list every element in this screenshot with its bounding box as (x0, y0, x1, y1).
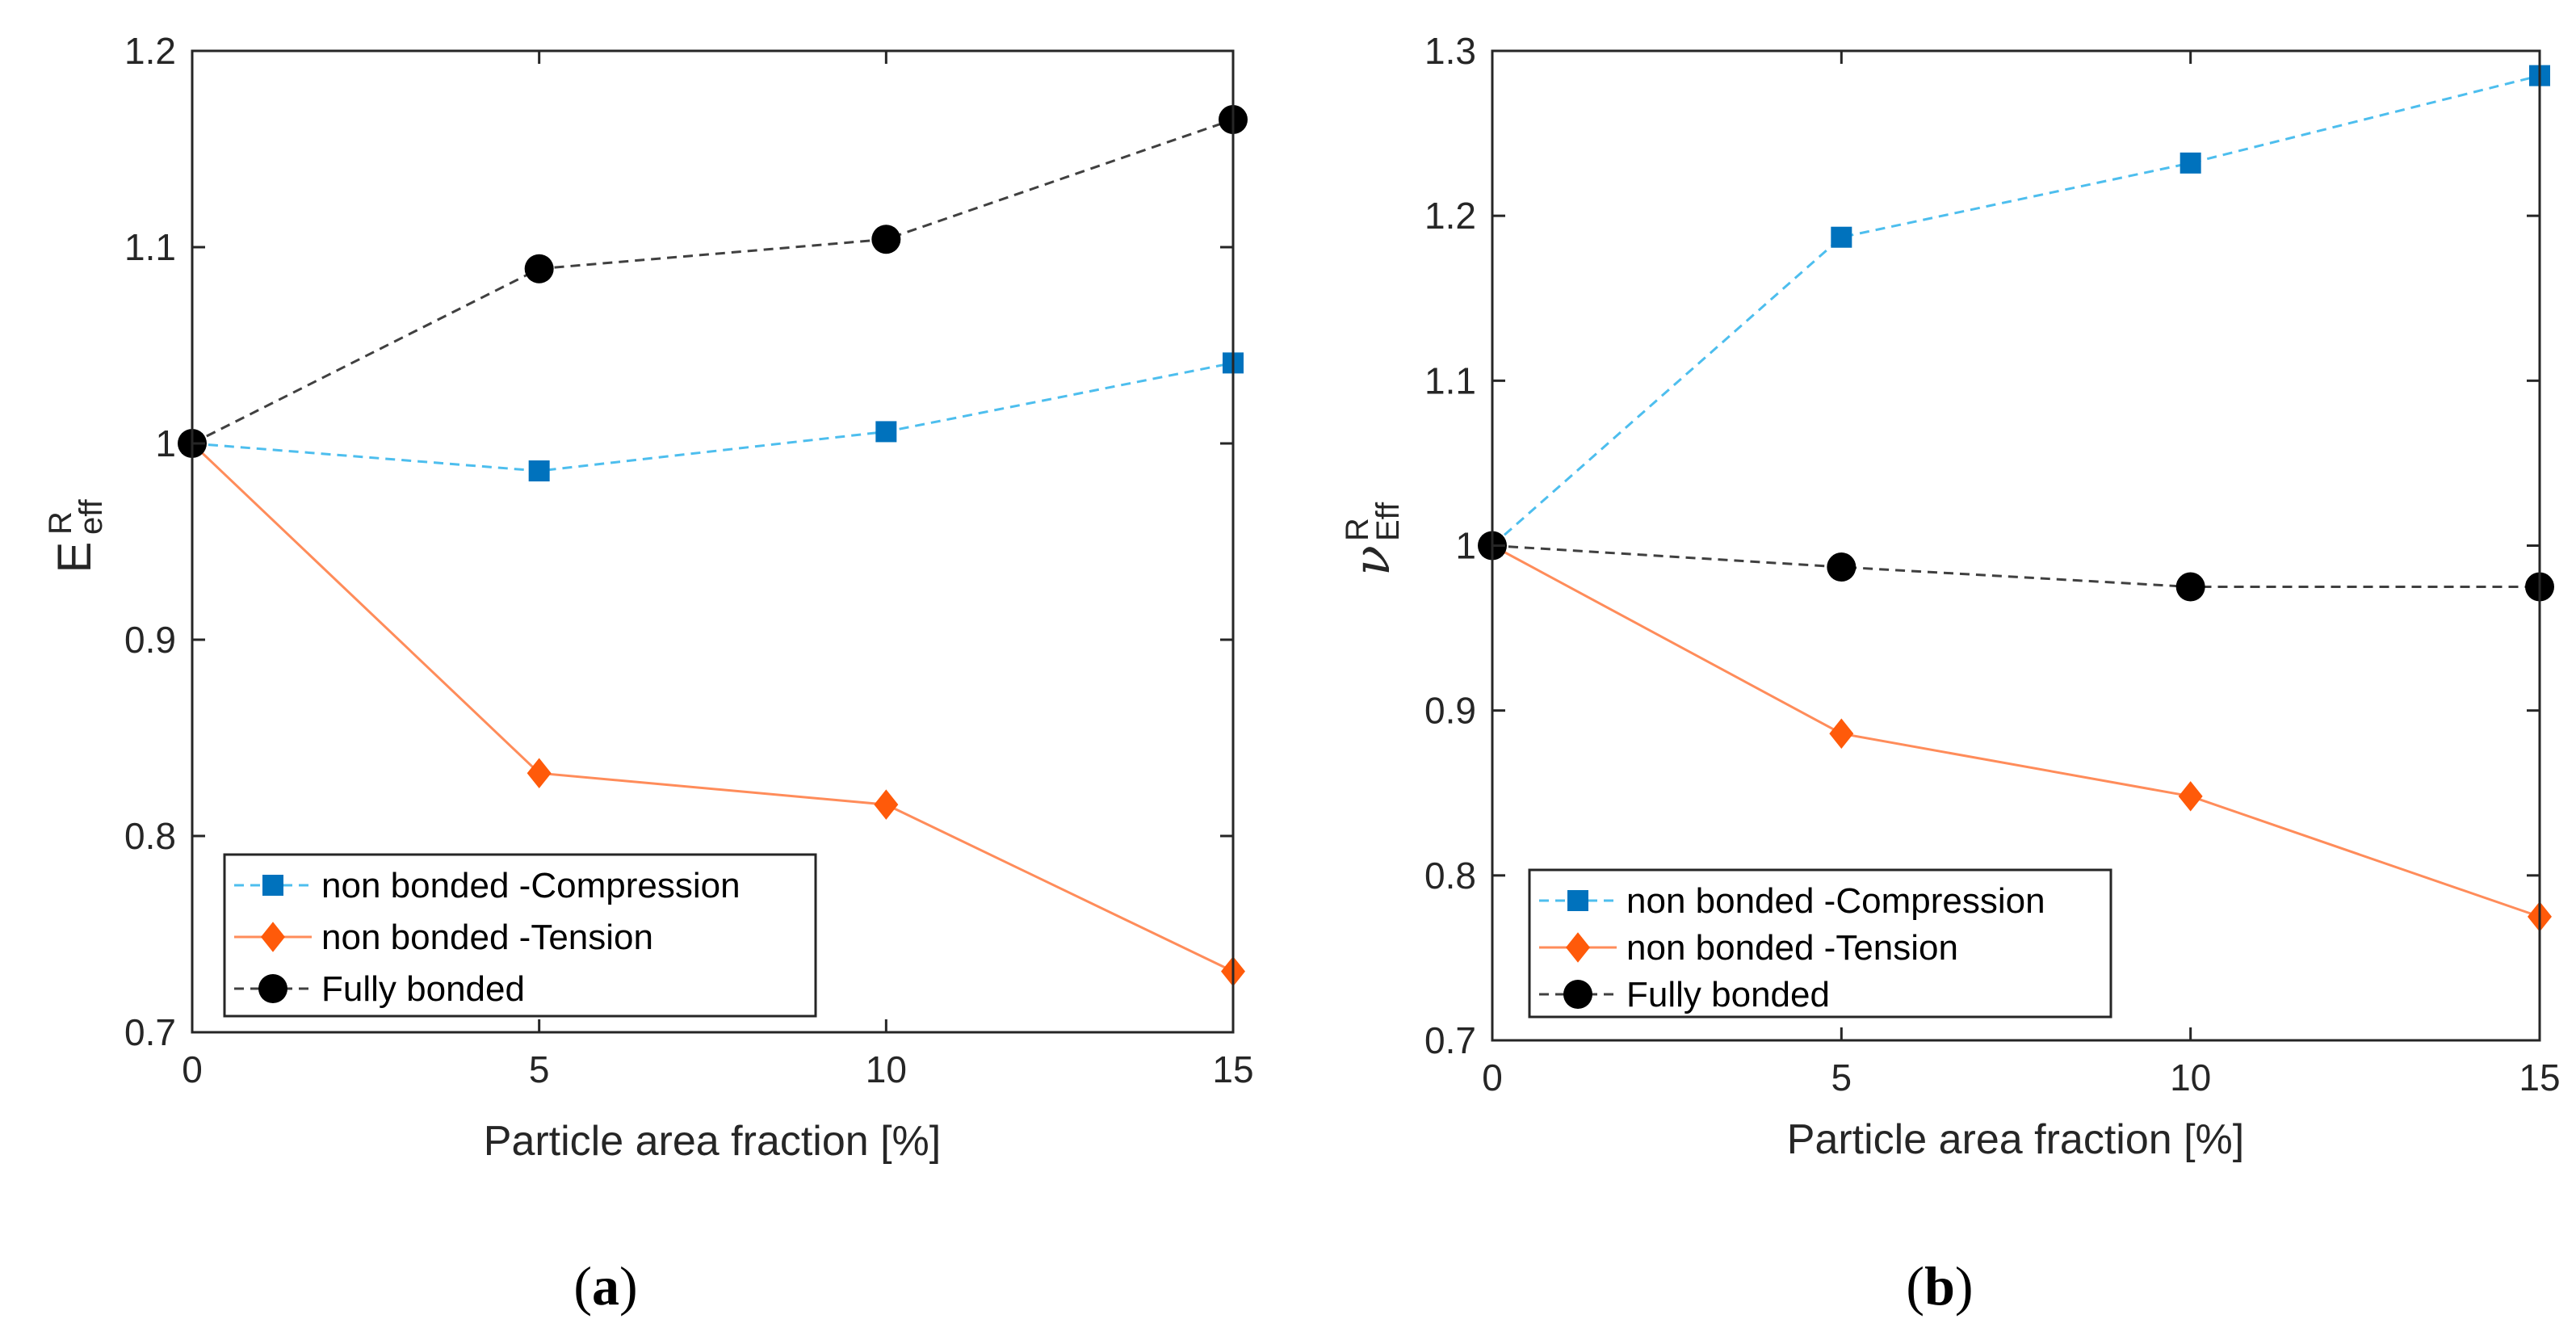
panel-a-legend-marker (261, 922, 285, 952)
panel-a-legend: non bonded -Compression non bonded -Tensi… (223, 853, 817, 1018)
panel-a-legend-label: Fully bonded (321, 969, 525, 1009)
panel-a-x-tick-label: 0 (182, 1048, 203, 1090)
panel-a-x-axis-label: Particle area fraction [%] (484, 1118, 941, 1165)
panel-b-series-line-0 (1491, 74, 2540, 547)
panel-a-caption: (a) (573, 1255, 637, 1317)
panel-a-data-point (871, 225, 901, 254)
panel-b-series (1478, 65, 2554, 932)
panel-b-y-tick-label: 0.9 (1424, 690, 1476, 732)
panel-b-y-label-main: ν (1342, 545, 1401, 576)
panel-b-legend-marker (1566, 932, 1590, 963)
panel-b-series-line-2 (1491, 544, 2540, 589)
panel-b-legend: non bonded -Compression non bonded -Tensi… (1528, 868, 2112, 1019)
panel-a-data-point (527, 758, 552, 788)
panel-a-legend-item: Fully bonded (234, 969, 525, 1009)
panel-b-legend-item: non bonded -Tension (1539, 928, 1958, 968)
panel-a-series-0 (182, 352, 1244, 482)
panel-a-x-tick-label: 10 (866, 1048, 907, 1090)
panel-b-y-tick-label: 1 (1455, 525, 1476, 567)
panel-b-caption-letter: b (1924, 1255, 1955, 1317)
panel-a-x-tick-label: 15 (1212, 1048, 1253, 1090)
panel-b-y-tick-label: 0.7 (1424, 1019, 1476, 1061)
panel-a-data-point (874, 789, 899, 820)
panel-a-legend-marker (262, 875, 283, 896)
panel-b-series-0 (1482, 65, 2550, 557)
panel-b-legend-item: non bonded -Compression (1539, 881, 2045, 921)
panel-b-series-1 (1480, 530, 2552, 932)
panel-b-legend-label: Fully bonded (1626, 975, 1830, 1014)
panel-b-y-tick-label: 1.1 (1424, 359, 1476, 401)
panel-a-y-tick-label: 0.8 (124, 815, 176, 857)
panel-a-y-label-sub: eff (73, 498, 109, 535)
panel-a-y-label-sup: R (43, 511, 78, 535)
panel-b-x-tick-label: 0 (1482, 1056, 1503, 1098)
panel-b-x-tick-label: 10 (2170, 1056, 2211, 1098)
panel-b-y-tick-label: 1.2 (1424, 195, 1476, 237)
panel-a-legend-label: non bonded -Compression (321, 866, 740, 905)
panel-a-legend-item: non bonded -Tension (234, 918, 653, 957)
panel-b-data-point (1827, 552, 1856, 582)
panel-a-series-2 (178, 105, 1248, 458)
panel-a-y-tick-label: 1.2 (124, 30, 176, 72)
panel-b-y-tick-label: 0.8 (1424, 855, 1476, 897)
panel-a-y-tick-label: 1.1 (124, 226, 176, 268)
panel-b-legend-item: Fully bonded (1539, 975, 1830, 1014)
panel-b-x-tick-label: 15 (2519, 1056, 2560, 1098)
panel-b-x-axis-label: Particle area fraction [%] (1787, 1116, 2244, 1163)
panel-a-chart: 0 5 10 15 0.7 0.8 0.9 1 1.1 1.2 Particle area fra… (43, 30, 1254, 1317)
panel-a-series-line-0 (191, 361, 1234, 473)
panel-b-series-line-1 (1491, 544, 2540, 918)
panel-a-series-line-2 (191, 118, 1234, 445)
panel-a-legend-label: non bonded -Tension (321, 918, 653, 957)
panel-b-legend-marker (1563, 980, 1592, 1009)
panel-b-x-tick-label: 5 (1831, 1056, 1852, 1098)
panel-a-series-line-1 (191, 442, 1234, 973)
panel-a-y-tick-label: 0.9 (124, 619, 176, 661)
panel-a-y-axis-label: E R eff (43, 498, 109, 573)
panel-b-data-point (1829, 718, 1854, 749)
panel-b-caption: (b) (1906, 1255, 1973, 1317)
panel-b-series-2 (1478, 531, 2554, 602)
panel-a-y-tick-label: 1 (155, 422, 176, 464)
panel-b-legend-box (1528, 868, 2112, 1019)
panel-a-data-point (528, 460, 550, 482)
svg-text:E: E (48, 542, 101, 573)
panel-a-legend-box (223, 853, 817, 1018)
panel-b-y-label-sub: Eff (1370, 502, 1406, 541)
panel-b-legend-marker (1567, 890, 1588, 911)
panel-a-x-tick-label: 5 (529, 1048, 550, 1090)
panel-b-y-label-sup: R (1340, 518, 1375, 541)
panel-a-data-point (524, 254, 554, 284)
panel-b-legend-label: non bonded -Tension (1626, 928, 1958, 968)
panel-b-data-point (2175, 572, 2205, 602)
panel-a-y-tick-label: 0.7 (124, 1011, 176, 1053)
panel-b-data-point (2178, 781, 2203, 812)
panel-b-y-tick-label: 1.3 (1424, 30, 1476, 72)
panel-b-ticks: 0 5 10 15 0.7 0.8 0.9 1 1.1 1.2 1.3 (1424, 30, 2561, 1098)
panel-b-chart: 0 5 10 15 0.7 0.8 0.9 1 1.1 1.2 1.3 Particle area … (1340, 30, 2561, 1317)
panel-b-y-axis-label: ν R Eff (1340, 502, 1406, 576)
panel-b-data-point (2180, 152, 2201, 174)
panel-a-legend-item: non bonded -Compression (234, 866, 740, 905)
panel-b-legend-label: non bonded -Compression (1626, 881, 2045, 921)
panel-a-caption-letter: a (592, 1255, 619, 1317)
panel-a-data-point (875, 421, 897, 443)
panel-a-y-label-main: E (48, 542, 101, 573)
panel-a-ticks: 0 5 10 15 0.7 0.8 0.9 1 1.1 1.2 (124, 30, 1254, 1090)
panel-a-plot-area (191, 49, 1235, 1034)
panel-b-data-point (1831, 226, 1852, 248)
panel-a-legend-marker (258, 974, 287, 1003)
